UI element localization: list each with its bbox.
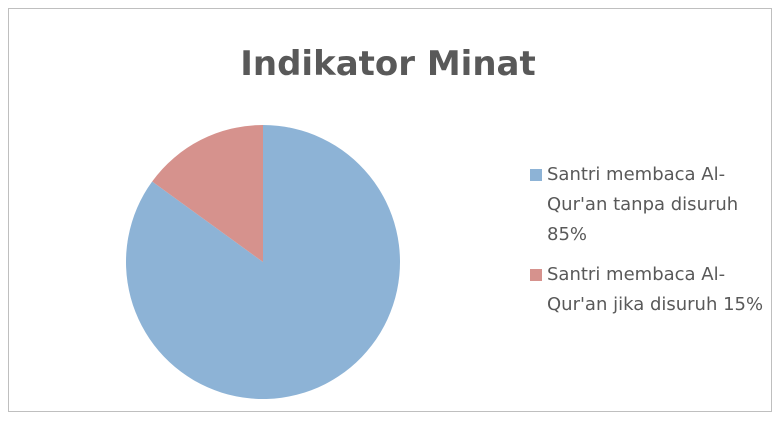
legend: Santri membaca Al-Qur'an tanpa disuruh 8… — [530, 160, 770, 330]
legend-swatch — [530, 169, 542, 181]
chart-title: Indikator Minat — [0, 44, 776, 84]
legend-label: Santri membaca Al-Qur'an jika disuruh 15… — [547, 260, 770, 320]
legend-swatch — [530, 269, 542, 281]
legend-item: Santri membaca Al-Qur'an jika disuruh 15… — [530, 260, 770, 320]
chart: Indikator Minat Santri membaca Al-Qur'an… — [0, 0, 776, 421]
legend-item: Santri membaca Al-Qur'an tanpa disuruh 8… — [530, 160, 770, 250]
legend-label: Santri membaca Al-Qur'an tanpa disuruh 8… — [547, 160, 770, 250]
